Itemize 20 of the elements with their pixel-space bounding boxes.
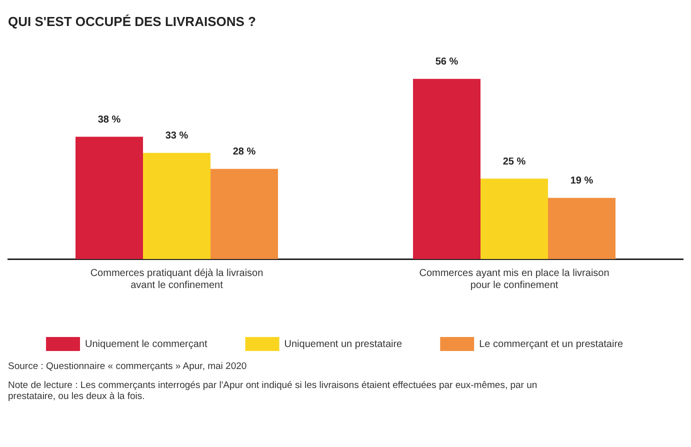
legend-label: Uniquement un prestataire — [284, 338, 403, 350]
data-label: 25 % — [502, 156, 526, 168]
data-label: 33 % — [165, 130, 188, 142]
data-label: 28 % — [232, 146, 256, 158]
bar — [143, 152, 210, 259]
source-note: Source : Questionnaire « commerçants » Apur, mai 2020 — [8, 361, 248, 372]
legend-label: Uniquement le commerçant — [85, 338, 208, 350]
bar — [480, 178, 548, 259]
data-label: 19 % — [570, 176, 594, 187]
bar — [210, 168, 278, 259]
data-label: 56 % — [435, 56, 458, 68]
x-tick-label: Commerces ayant mis en place la livraison pour le confinement — [419, 268, 610, 291]
legend-label: Le commerçant et un prestataire — [479, 338, 624, 350]
text: Note de lecture : Les commerçants interrogés par l'Apur ont indiqué si les livraisons étaient effectuées par eux-mêmes, par un prestataire, ou les deux à la fois. — [8, 380, 538, 402]
bar — [548, 198, 616, 259]
bar — [413, 78, 480, 259]
data-label: 38 % — [98, 114, 121, 126]
bar — [76, 136, 143, 259]
chart-title: QUI S'EST OCCUPÉ DES LIVRAISONS ? — [7, 13, 257, 31]
x-tick-label: Commerces pratiquant déjà la livraison avant le confinement — [90, 268, 264, 291]
